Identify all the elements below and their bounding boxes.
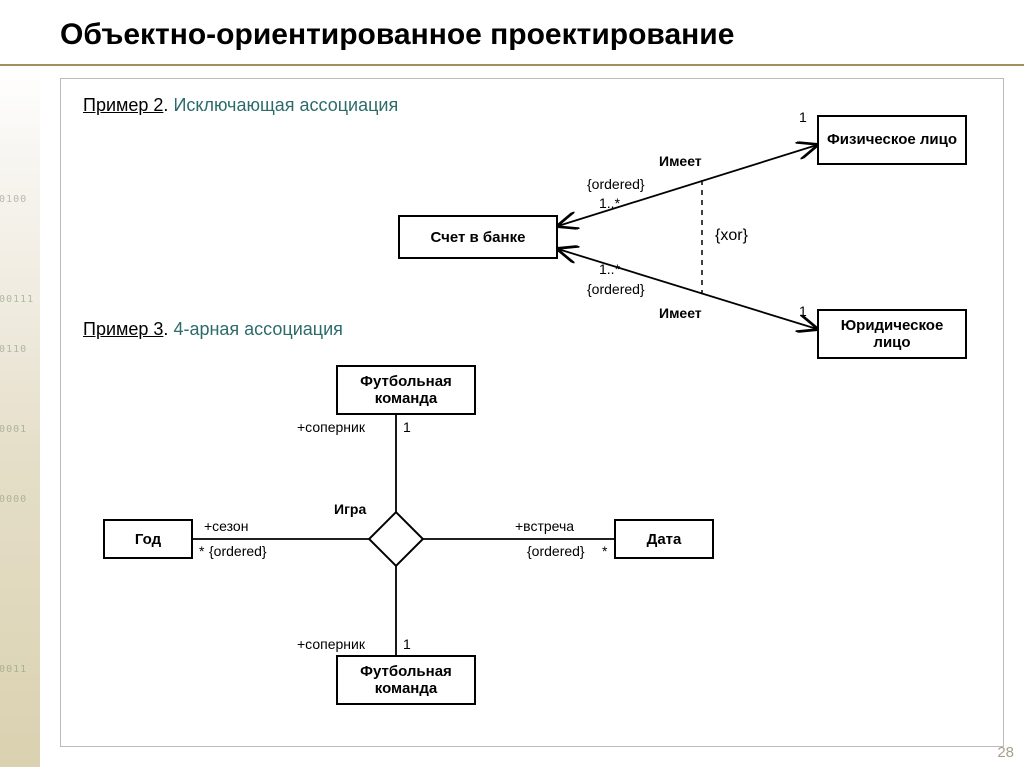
uml-box-date: Дата	[614, 519, 714, 559]
uml-box-bank-account: Счет в банке	[398, 215, 558, 259]
example-2-desc: Исключающая ассоциация	[173, 95, 398, 115]
page-number: 28	[997, 744, 1014, 761]
d2-has-top: Имеет	[659, 153, 702, 169]
d2-has-bottom: Имеет	[659, 305, 702, 321]
d2-mult-bot-right: 1	[799, 303, 807, 319]
d3-mult-right: *	[602, 543, 607, 559]
d3-season: +сезон	[204, 518, 248, 534]
d2-ordered-top: {ordered}	[587, 176, 645, 192]
d3-ordered-left: {ordered}	[209, 543, 267, 559]
d3-game: Игра	[334, 501, 366, 517]
example-2-num: Пример 2	[83, 95, 163, 115]
d3-mult-bottom: 1	[403, 636, 411, 652]
example-3-num: Пример 3	[83, 319, 163, 339]
example-2-caption: Пример 2. Исключающая ассоциация	[83, 95, 398, 116]
d3-meeting: +встреча	[515, 518, 574, 534]
d3-opponent-bottom: +соперник	[297, 636, 365, 652]
d3-ordered-right: {ordered}	[527, 543, 585, 559]
side-decoration: 0100100 40000111 0110110 1000001 1110000…	[0, 64, 40, 767]
uml-box-year: Год	[103, 519, 193, 559]
title-bar: Объектно-ориентированное проектирование	[0, 0, 1024, 66]
uml-box-legal-entity: Юридическое лицо	[817, 309, 967, 359]
d2-mult-top-left: 1..*	[599, 195, 620, 211]
d2-mult-bot-left: 1..*	[599, 261, 620, 277]
nary-diamond	[368, 511, 425, 568]
content-panel: Пример 2. Исключающая ассоциация Счет в …	[60, 78, 1004, 747]
title-underline	[0, 64, 1024, 66]
uml-box-team-bottom: Футбольная команда	[336, 655, 476, 705]
uml-box-team-top: Футбольная команда	[336, 365, 476, 415]
example-3-desc: 4-арная ассоциация	[173, 319, 342, 339]
page-title: Объектно-ориентированное проектирование	[60, 18, 964, 52]
example-3-caption: Пример 3. 4-арная ассоциация	[83, 319, 343, 340]
d2-mult-top-right: 1	[799, 109, 807, 125]
d3-mult-top: 1	[403, 419, 411, 435]
d2-xor: {xor}	[715, 227, 748, 245]
uml-box-individual: Физическое лицо	[817, 115, 967, 165]
d2-ordered-bottom: {ordered}	[587, 281, 645, 297]
d3-mult-left: *	[199, 543, 204, 559]
d3-opponent-top: +соперник	[297, 419, 365, 435]
